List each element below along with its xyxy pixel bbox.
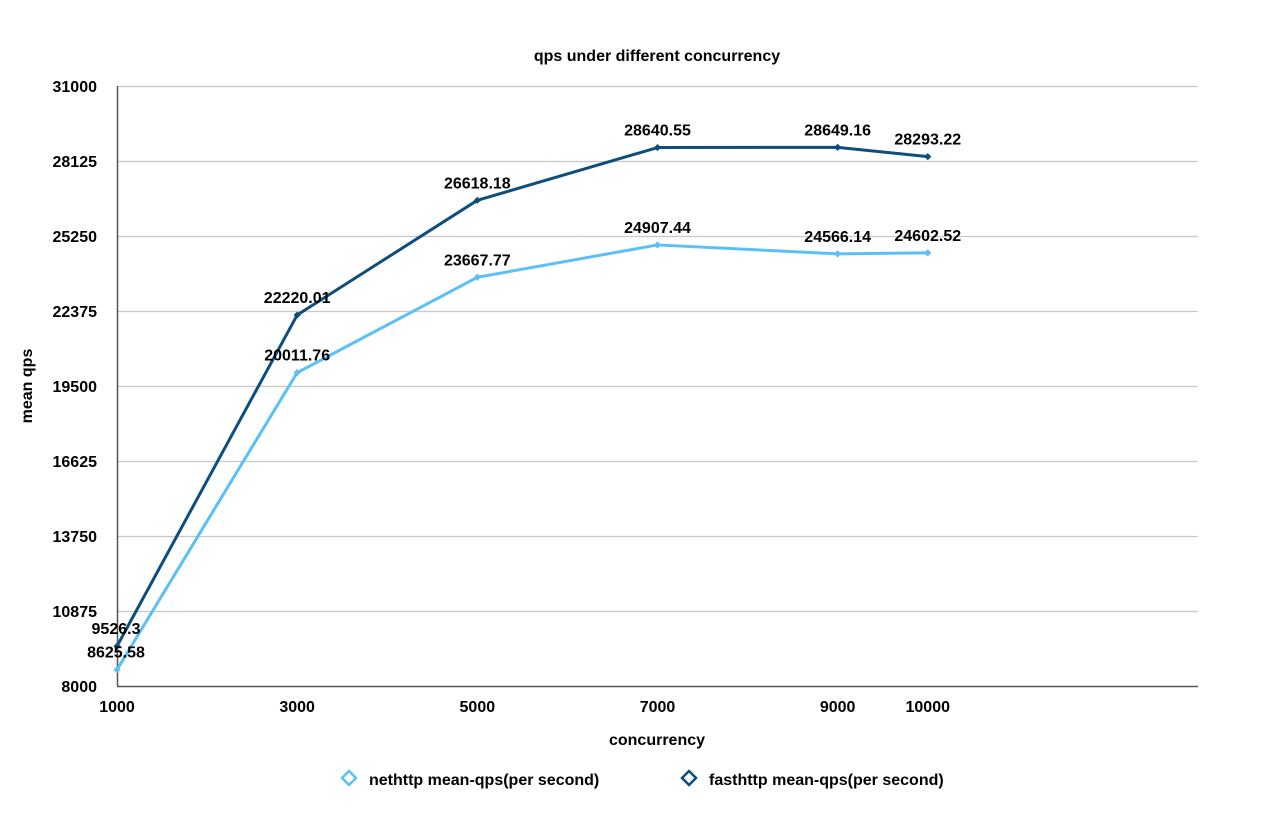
- y-axis-ticks: 31000 28125 25250 22375 19500 16625 13750 10875…: [53, 79, 98, 696]
- series-fasthttp: [113, 143, 932, 650]
- chart-title: qps under different concurrency: [534, 48, 780, 65]
- data-point: [473, 273, 481, 281]
- data-label: 8625.58: [87, 645, 145, 662]
- data-label: 24602.52: [894, 228, 961, 245]
- data-label: 26618.18: [444, 175, 511, 192]
- legend-label-fasthttp: fasthttp mean-qps(per second): [709, 772, 944, 789]
- data-label: 23667.77: [444, 252, 511, 269]
- x-tick-label: 1000: [99, 699, 135, 716]
- data-label: 24907.44: [624, 220, 691, 237]
- data-labels: 8625.58 20011.76 23667.77 24907.44 24566.14 2…: [87, 122, 961, 661]
- data-label: 28293.22: [894, 132, 961, 149]
- y-tick-label: 19500: [53, 379, 98, 396]
- x-tick-label: 10000: [906, 699, 951, 716]
- data-point: [653, 143, 662, 152]
- y-tick-label: 28125: [53, 154, 98, 171]
- data-point: [834, 250, 842, 258]
- y-tick-label: 16625: [53, 454, 98, 471]
- x-axis-ticks: 1000 3000 5000 7000 9000 10000: [99, 699, 950, 716]
- series-group: [113, 143, 932, 674]
- legend-item-fasthttp[interactable]: fasthttp mean-qps(per second): [680, 769, 944, 789]
- x-tick-label: 7000: [640, 699, 676, 716]
- data-label: 28640.55: [624, 123, 691, 140]
- data-label: 22220.01: [264, 290, 331, 307]
- data-label: 28649.16: [804, 122, 871, 139]
- data-point: [473, 196, 481, 204]
- x-tick-label: 5000: [460, 699, 496, 716]
- y-tick-label: 25250: [53, 229, 98, 246]
- data-label: 9526.3: [92, 621, 141, 638]
- data-point: [113, 666, 121, 674]
- y-tick-label: 13750: [53, 529, 98, 546]
- series-nethttp: [113, 241, 932, 674]
- x-tick-label: 9000: [820, 699, 856, 716]
- data-point: [924, 153, 932, 161]
- y-tick-label: 22375: [53, 304, 98, 321]
- y-tick-label: 31000: [53, 79, 98, 96]
- x-axis-title: concurrency: [609, 732, 705, 749]
- data-point: [653, 241, 662, 249]
- axes: [116, 86, 1198, 688]
- data-point: [113, 642, 121, 650]
- y-axis-title: mean qps: [19, 349, 36, 424]
- legend-marker-fasthttp-icon: [680, 769, 698, 787]
- data-point: [293, 369, 301, 377]
- legend: nethttp mean-qps(per second) fasthttp me…: [340, 769, 944, 789]
- legend-label-nethttp: nethttp mean-qps(per second): [369, 772, 599, 789]
- x-tick-label: 3000: [279, 699, 315, 716]
- legend-marker-nethttp-icon: [340, 769, 358, 787]
- y-tick-label: 8000: [61, 679, 97, 696]
- data-point: [293, 311, 301, 319]
- data-point: [924, 249, 932, 257]
- data-label: 24566.14: [804, 229, 871, 246]
- legend-item-nethttp[interactable]: nethttp mean-qps(per second): [340, 769, 599, 789]
- data-label: 20011.76: [264, 348, 330, 365]
- series-line: [115, 145, 928, 647]
- data-point: [834, 143, 842, 151]
- series-line: [115, 243, 928, 671]
- y-tick-label: 10875: [53, 604, 98, 621]
